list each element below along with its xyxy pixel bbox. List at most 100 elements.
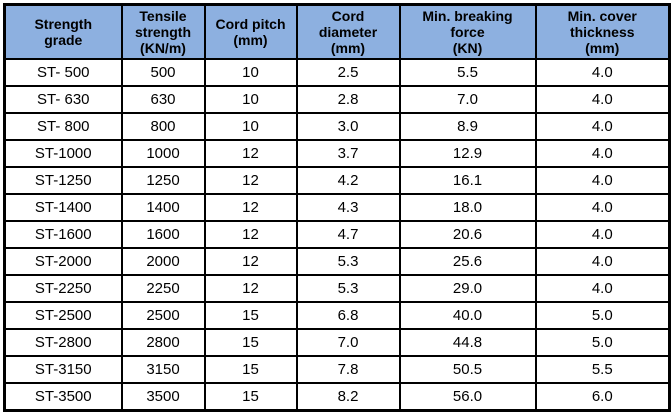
table-cell: ST- 500: [3, 58, 123, 87]
table-cell: 10: [203, 58, 298, 87]
table-cell: 4.0: [534, 274, 671, 303]
table-cell: 4.7: [295, 220, 401, 249]
table-cell: 10: [203, 85, 298, 114]
table-cell: ST-3500: [3, 382, 123, 412]
table-row: ST-1600 1600 12 4.7 20.6 4.0: [3, 220, 671, 249]
table-cell: 4.0: [534, 85, 671, 114]
header-cell-breaking-force: Min. breaking force (KN): [398, 3, 537, 60]
table-cell: 7.0: [295, 328, 401, 357]
table-cell: 12: [203, 166, 298, 195]
table-cell: 56.0: [398, 382, 537, 412]
table-cell: 6.0: [534, 382, 671, 412]
table-cell: 3500: [120, 382, 206, 412]
table-cell: 2800: [120, 328, 206, 357]
table-row: ST-3500 3500 15 8.2 56.0 6.0: [3, 382, 671, 412]
table-cell: 500: [120, 58, 206, 87]
table-cell: 3150: [120, 355, 206, 384]
table-cell: 29.0: [398, 274, 537, 303]
table-cell: 2500: [120, 301, 206, 330]
table-cell: ST-3150: [3, 355, 123, 384]
table-cell: 1600: [120, 220, 206, 249]
table-row: ST- 500 500 10 2.5 5.5 4.0: [3, 58, 671, 87]
table-cell: 12: [203, 274, 298, 303]
table-cell: 25.6: [398, 247, 537, 276]
table-cell: 16.1: [398, 166, 537, 195]
spec-table: Strength grade Tensile strength (KN/m) C…: [3, 3, 671, 412]
table-cell: 12: [203, 193, 298, 222]
table-cell: 40.0: [398, 301, 537, 330]
table-row: ST-2500 2500 15 6.8 40.0 5.0: [3, 301, 671, 330]
table-cell: 4.0: [534, 139, 671, 168]
table-cell: 2.5: [295, 58, 401, 87]
table-cell: 5.3: [295, 274, 401, 303]
table-cell: 18.0: [398, 193, 537, 222]
table-row: ST- 630 630 10 2.8 7.0 4.0: [3, 85, 671, 114]
header-cell-strength-grade: Strength grade: [3, 3, 123, 60]
table-cell: 5.5: [398, 58, 537, 87]
table-cell: 4.2: [295, 166, 401, 195]
table-cell: 1250: [120, 166, 206, 195]
table-cell: 4.3: [295, 193, 401, 222]
table-cell: ST-2800: [3, 328, 123, 357]
header-cell-cord-pitch: Cord pitch (mm): [203, 3, 298, 60]
header-cell-cover-thickness: Min. cover thickness (mm): [534, 3, 671, 60]
table-cell: ST-2000: [3, 247, 123, 276]
table-cell: 4.0: [534, 220, 671, 249]
header-cell-tensile-strength: Tensile strength (KN/m): [120, 3, 206, 60]
table-cell: 12: [203, 247, 298, 276]
table-cell: 15: [203, 301, 298, 330]
table-row: ST-1000 1000 12 3.7 12.9 4.0: [3, 139, 671, 168]
table-cell: 15: [203, 328, 298, 357]
table-cell: 44.8: [398, 328, 537, 357]
table-cell: 4.0: [534, 247, 671, 276]
table-cell: 5.3: [295, 247, 401, 276]
table-cell: 15: [203, 382, 298, 412]
table-cell: ST-1000: [3, 139, 123, 168]
table-cell: ST-1600: [3, 220, 123, 249]
table-cell: 5.0: [534, 328, 671, 357]
table-row: ST-1250 1250 12 4.2 16.1 4.0: [3, 166, 671, 195]
table-cell: 12: [203, 139, 298, 168]
table-cell: 20.6: [398, 220, 537, 249]
table-cell: 5.5: [534, 355, 671, 384]
table-row: ST- 800 800 10 3.0 8.9 4.0: [3, 112, 671, 141]
table-cell: ST- 630: [3, 85, 123, 114]
table-cell: 4.0: [534, 112, 671, 141]
table-cell: 1400: [120, 193, 206, 222]
table-row: ST-1400 1400 12 4.3 18.0 4.0: [3, 193, 671, 222]
table-row: ST-2250 2250 12 5.3 29.0 4.0: [3, 274, 671, 303]
table-cell: 12: [203, 220, 298, 249]
table-cell: ST-1250: [3, 166, 123, 195]
table-cell: 7.0: [398, 85, 537, 114]
table-cell: 2250: [120, 274, 206, 303]
table-cell: 2000: [120, 247, 206, 276]
table-cell: 2.8: [295, 85, 401, 114]
table-cell: 10: [203, 112, 298, 141]
table-row: ST-2800 2800 15 7.0 44.8 5.0: [3, 328, 671, 357]
table-cell: 4.0: [534, 193, 671, 222]
table-header-row: Strength grade Tensile strength (KN/m) C…: [3, 3, 671, 60]
table-cell: 6.8: [295, 301, 401, 330]
table-row: ST-2000 2000 12 5.3 25.6 4.0: [3, 247, 671, 276]
table-cell: 3.0: [295, 112, 401, 141]
table-cell: 12.9: [398, 139, 537, 168]
table-cell: 630: [120, 85, 206, 114]
table-cell: 1000: [120, 139, 206, 168]
table-cell: 50.5: [398, 355, 537, 384]
table-cell: 7.8: [295, 355, 401, 384]
table-cell: 4.0: [534, 58, 671, 87]
table-cell: ST-2250: [3, 274, 123, 303]
table-row: ST-3150 3150 15 7.8 50.5 5.5: [3, 355, 671, 384]
table-cell: 15: [203, 355, 298, 384]
table-cell: 8.2: [295, 382, 401, 412]
table-cell: 800: [120, 112, 206, 141]
header-cell-cord-diameter: Cord diameter (mm): [295, 3, 401, 60]
table-cell: ST- 800: [3, 112, 123, 141]
table-cell: ST-1400: [3, 193, 123, 222]
table-cell: ST-2500: [3, 301, 123, 330]
table-cell: 4.0: [534, 166, 671, 195]
table-cell: 5.0: [534, 301, 671, 330]
table-cell: 8.9: [398, 112, 537, 141]
table-cell: 3.7: [295, 139, 401, 168]
